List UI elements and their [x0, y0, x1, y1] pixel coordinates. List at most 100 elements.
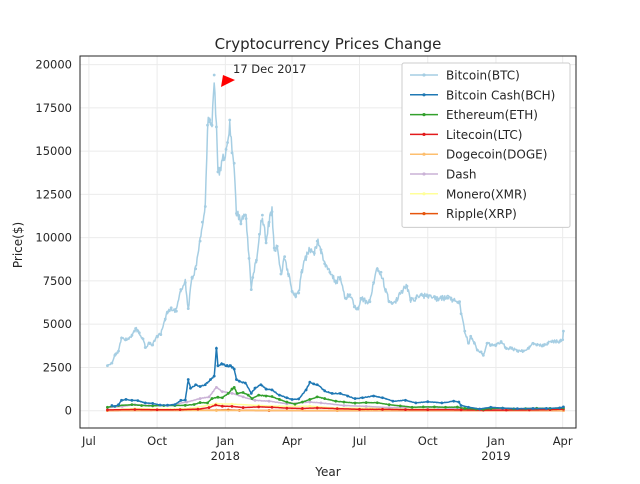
- data-point: [225, 364, 228, 367]
- data-point: [206, 402, 209, 405]
- data-point: [532, 407, 535, 410]
- data-point: [220, 363, 223, 366]
- data-point: [208, 119, 211, 122]
- data-point: [376, 401, 379, 404]
- data-point: [235, 378, 238, 381]
- data-point: [489, 344, 492, 347]
- data-point: [254, 387, 257, 390]
- data-point: [516, 407, 519, 410]
- data-point: [354, 402, 357, 405]
- data-point: [233, 368, 236, 371]
- data-point: [305, 255, 308, 258]
- data-point: [257, 394, 260, 397]
- data-point: [265, 395, 268, 398]
- data-point: [433, 295, 436, 298]
- data-point: [328, 271, 331, 274]
- data-point: [285, 396, 288, 399]
- data-point: [278, 398, 281, 401]
- data-point: [365, 405, 368, 408]
- data-point: [343, 401, 346, 404]
- data-point: [446, 297, 449, 300]
- data-point: [353, 305, 356, 308]
- data-point: [320, 248, 323, 251]
- data-point: [142, 337, 145, 340]
- data-point: [251, 397, 254, 400]
- legend-label: Dogecoin(DOGE): [446, 148, 547, 162]
- legend-marker: [422, 192, 425, 195]
- y-tick-label: 17500: [35, 101, 72, 115]
- data-point: [463, 407, 466, 410]
- data-point: [245, 217, 248, 220]
- data-point: [130, 399, 133, 402]
- data-point: [297, 292, 300, 295]
- data-point: [250, 392, 253, 395]
- data-point: [225, 148, 228, 151]
- data-point: [125, 338, 128, 341]
- data-point: [156, 335, 159, 338]
- data-point: [294, 295, 297, 298]
- data-point: [297, 398, 300, 401]
- data-point: [179, 408, 182, 411]
- data-point: [271, 406, 274, 409]
- data-point: [106, 364, 109, 367]
- data-point: [348, 293, 351, 296]
- data-point: [144, 346, 147, 349]
- data-point: [532, 342, 535, 345]
- data-point: [130, 403, 133, 406]
- data-point: [437, 299, 440, 302]
- data-point: [562, 330, 565, 333]
- data-point: [411, 406, 414, 409]
- data-point: [201, 221, 204, 224]
- x-tick-label: Jan: [486, 434, 505, 448]
- data-point: [313, 252, 316, 255]
- data-point: [156, 408, 159, 411]
- data-point: [336, 407, 339, 410]
- data-point: [476, 349, 479, 352]
- x-tick-sublabel: 2018: [211, 449, 240, 463]
- data-point: [316, 240, 319, 243]
- data-point: [312, 382, 315, 385]
- data-point: [339, 392, 342, 395]
- data-point: [320, 402, 323, 405]
- data-point: [217, 364, 220, 367]
- data-point: [237, 214, 240, 217]
- data-point: [305, 389, 308, 392]
- data-point: [372, 395, 375, 398]
- data-point: [159, 333, 162, 336]
- y-tick-label: 10000: [35, 231, 72, 245]
- data-point: [213, 375, 216, 378]
- data-point: [208, 395, 211, 398]
- data-point: [173, 403, 176, 406]
- data-point: [323, 397, 326, 400]
- data-point: [395, 299, 398, 302]
- data-point: [231, 392, 234, 395]
- data-point: [239, 222, 242, 225]
- data-point: [316, 383, 319, 386]
- data-point: [323, 262, 326, 265]
- data-point: [130, 334, 133, 337]
- data-point: [391, 302, 394, 305]
- legend-label: Bitcoin Cash(BCH): [446, 88, 555, 102]
- data-point: [125, 398, 128, 401]
- data-point: [117, 350, 120, 353]
- data-point: [260, 383, 263, 386]
- data-point: [217, 396, 220, 399]
- data-point: [283, 255, 286, 258]
- data-point: [211, 124, 214, 127]
- data-point: [184, 404, 187, 407]
- data-point: [406, 285, 409, 288]
- data-point: [381, 408, 384, 411]
- data-point: [426, 400, 429, 403]
- data-point: [238, 380, 241, 383]
- data-point: [271, 389, 274, 392]
- data-point: [199, 401, 202, 404]
- data-point: [414, 402, 417, 405]
- data-point: [194, 267, 197, 270]
- data-point: [159, 404, 162, 407]
- data-point: [404, 399, 407, 402]
- data-point: [500, 340, 503, 343]
- legend-marker: [422, 153, 425, 156]
- data-point: [196, 408, 199, 411]
- data-point: [480, 350, 483, 353]
